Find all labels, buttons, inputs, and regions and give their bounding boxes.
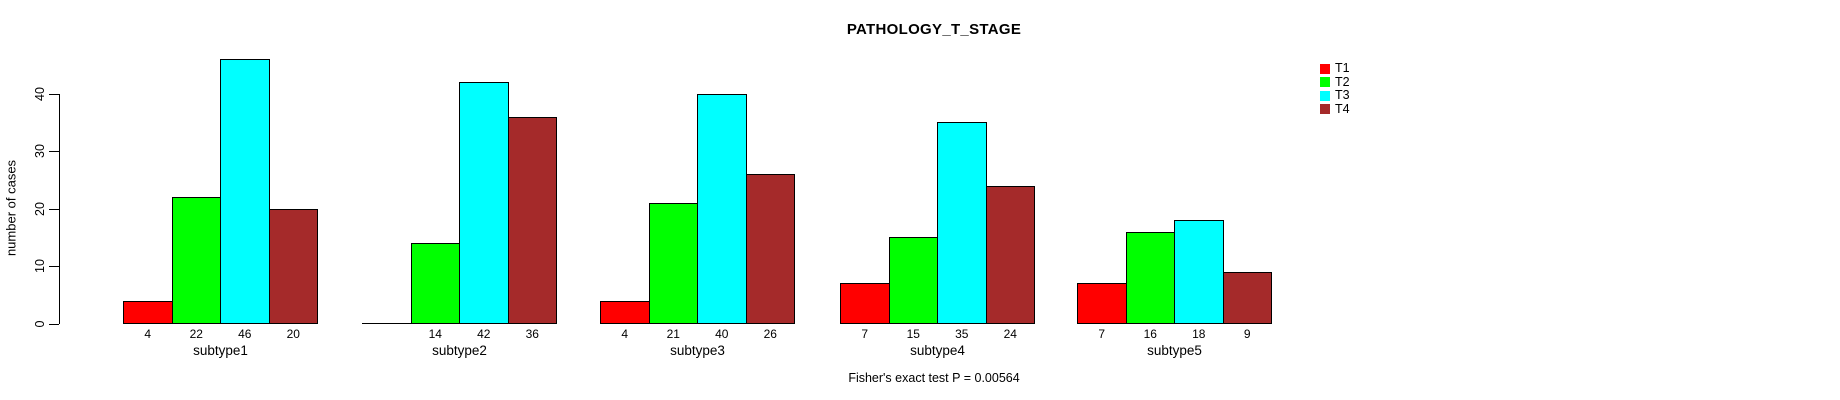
bar-t2-subtype3 xyxy=(648,202,698,324)
bar-value-label: 26 xyxy=(763,327,777,341)
y-axis-tick-label: 40 xyxy=(33,86,47,101)
x-axis-group-label: subtype5 xyxy=(1147,343,1202,358)
legend: T1 T2 T3 T4 xyxy=(1320,62,1350,116)
bar-value-label: 7 xyxy=(1098,327,1106,341)
bar-t3-subtype5 xyxy=(1174,220,1224,324)
bar-value-label: 16 xyxy=(1143,327,1157,341)
bar-value-label: 4 xyxy=(621,327,629,341)
y-axis-tick-label: 20 xyxy=(33,201,47,216)
y-axis-tick xyxy=(49,93,59,95)
bar-value-label: 46 xyxy=(238,327,252,341)
bar-value-label: 35 xyxy=(955,327,969,341)
bar-t4-subtype3 xyxy=(745,174,795,324)
bar-t1-subtype4 xyxy=(840,283,890,324)
bar-value-label: 21 xyxy=(666,327,680,341)
bar-t1-subtype3 xyxy=(600,300,650,324)
x-axis-group-label: subtype1 xyxy=(193,343,248,358)
y-axis-tick-label: 10 xyxy=(33,259,47,273)
bar-t2-subtype1 xyxy=(171,197,221,324)
bar-value-label: 42 xyxy=(477,327,491,341)
bar-value-label: 9 xyxy=(1243,327,1251,341)
bar-t4-subtype4 xyxy=(985,185,1035,324)
legend-label: T4 xyxy=(1335,101,1350,116)
x-axis-group-label: subtype4 xyxy=(910,343,965,358)
bar-value-label: 14 xyxy=(428,327,442,341)
y-axis-tick-label: 0 xyxy=(33,320,47,327)
bar-t1-subtype2 xyxy=(362,322,412,324)
bar-t3-subtype2 xyxy=(459,82,509,324)
bar-t4-subtype5 xyxy=(1222,271,1272,324)
bar-t4-subtype2 xyxy=(507,116,557,324)
y-axis-tick xyxy=(49,323,59,325)
y-axis-label: number of cases xyxy=(3,159,19,257)
fisher-test-annotation: Fisher's exact test P = 0.00564 xyxy=(848,371,1020,385)
bar-t3-subtype3 xyxy=(697,93,747,324)
x-axis-group-label: subtype3 xyxy=(670,343,725,358)
x-axis-group-label: subtype2 xyxy=(432,343,487,358)
y-axis-tick-label: 30 xyxy=(33,144,47,158)
bar-value-label: 18 xyxy=(1192,327,1206,341)
bar-value-label: 20 xyxy=(286,327,300,341)
legend-swatch-t3 xyxy=(1320,90,1330,101)
bar-t2-subtype2 xyxy=(410,243,460,324)
bar-t2-subtype4 xyxy=(888,237,938,324)
bar-value-label: 4 xyxy=(144,327,152,341)
chart-title: PATHOLOGY_T_STAGE xyxy=(846,21,1022,38)
y-axis-tick xyxy=(49,266,59,267)
legend-swatch-t1 xyxy=(1320,63,1330,74)
legend-item-t1: T1 xyxy=(1320,62,1350,76)
legend-label: T3 xyxy=(1335,88,1350,103)
legend-item-t2: T2 xyxy=(1320,76,1350,90)
bar-value-label: 24 xyxy=(1003,327,1017,341)
legend-swatch-t4 xyxy=(1320,104,1330,115)
bar-t1-subtype1 xyxy=(123,300,173,324)
bar-t3-subtype4 xyxy=(937,122,987,324)
legend-label: T1 xyxy=(1335,61,1350,76)
legend-label: T2 xyxy=(1335,74,1350,89)
y-axis-tick xyxy=(49,151,59,152)
bar-t3-subtype1 xyxy=(220,59,270,324)
bar-value-label: 7 xyxy=(861,327,869,341)
bar-value-label: 22 xyxy=(189,327,203,341)
bar-value-label: 36 xyxy=(525,327,539,341)
legend-item-t3: T3 xyxy=(1320,89,1350,103)
y-axis-tick xyxy=(49,208,59,210)
legend-swatch-t2 xyxy=(1320,77,1330,88)
bar-t4-subtype1 xyxy=(268,208,318,324)
legend-item-t4: T4 xyxy=(1320,103,1350,117)
bar-value-label: 40 xyxy=(715,327,729,341)
bar-t1-subtype5 xyxy=(1077,283,1127,324)
y-axis-line xyxy=(59,93,60,324)
bar-t2-subtype5 xyxy=(1125,231,1175,324)
bar-value-label: 15 xyxy=(906,327,920,341)
